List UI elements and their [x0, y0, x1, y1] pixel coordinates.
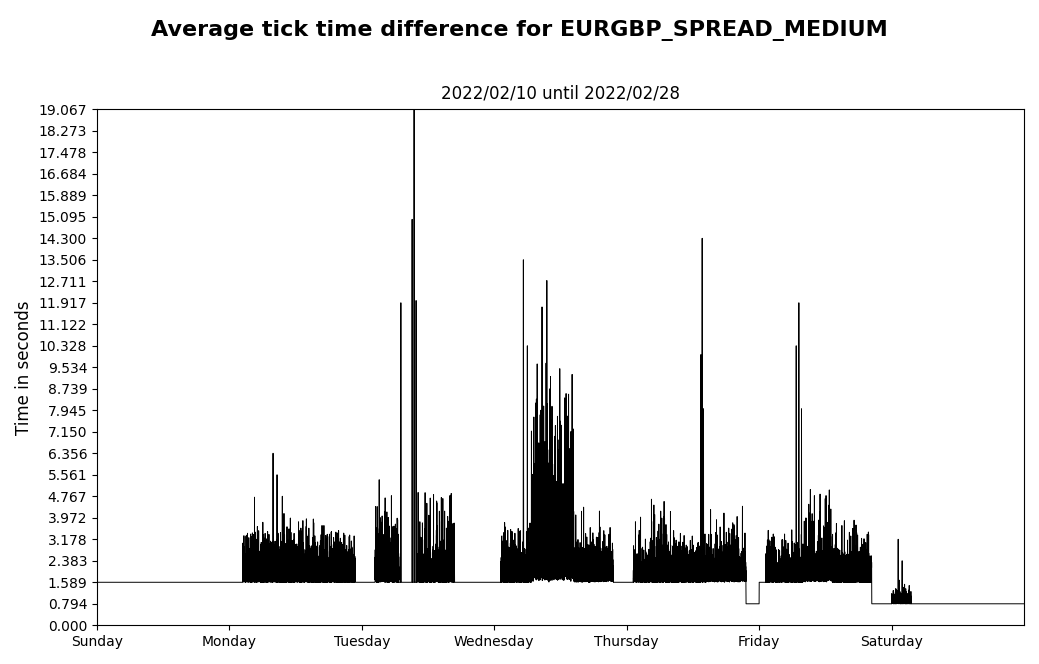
Title: 2022/02/10 until 2022/02/28: 2022/02/10 until 2022/02/28	[441, 84, 680, 102]
Text: Average tick time difference for EURGBP_SPREAD_MEDIUM: Average tick time difference for EURGBP_…	[151, 20, 888, 41]
Y-axis label: Time in seconds: Time in seconds	[15, 300, 33, 434]
